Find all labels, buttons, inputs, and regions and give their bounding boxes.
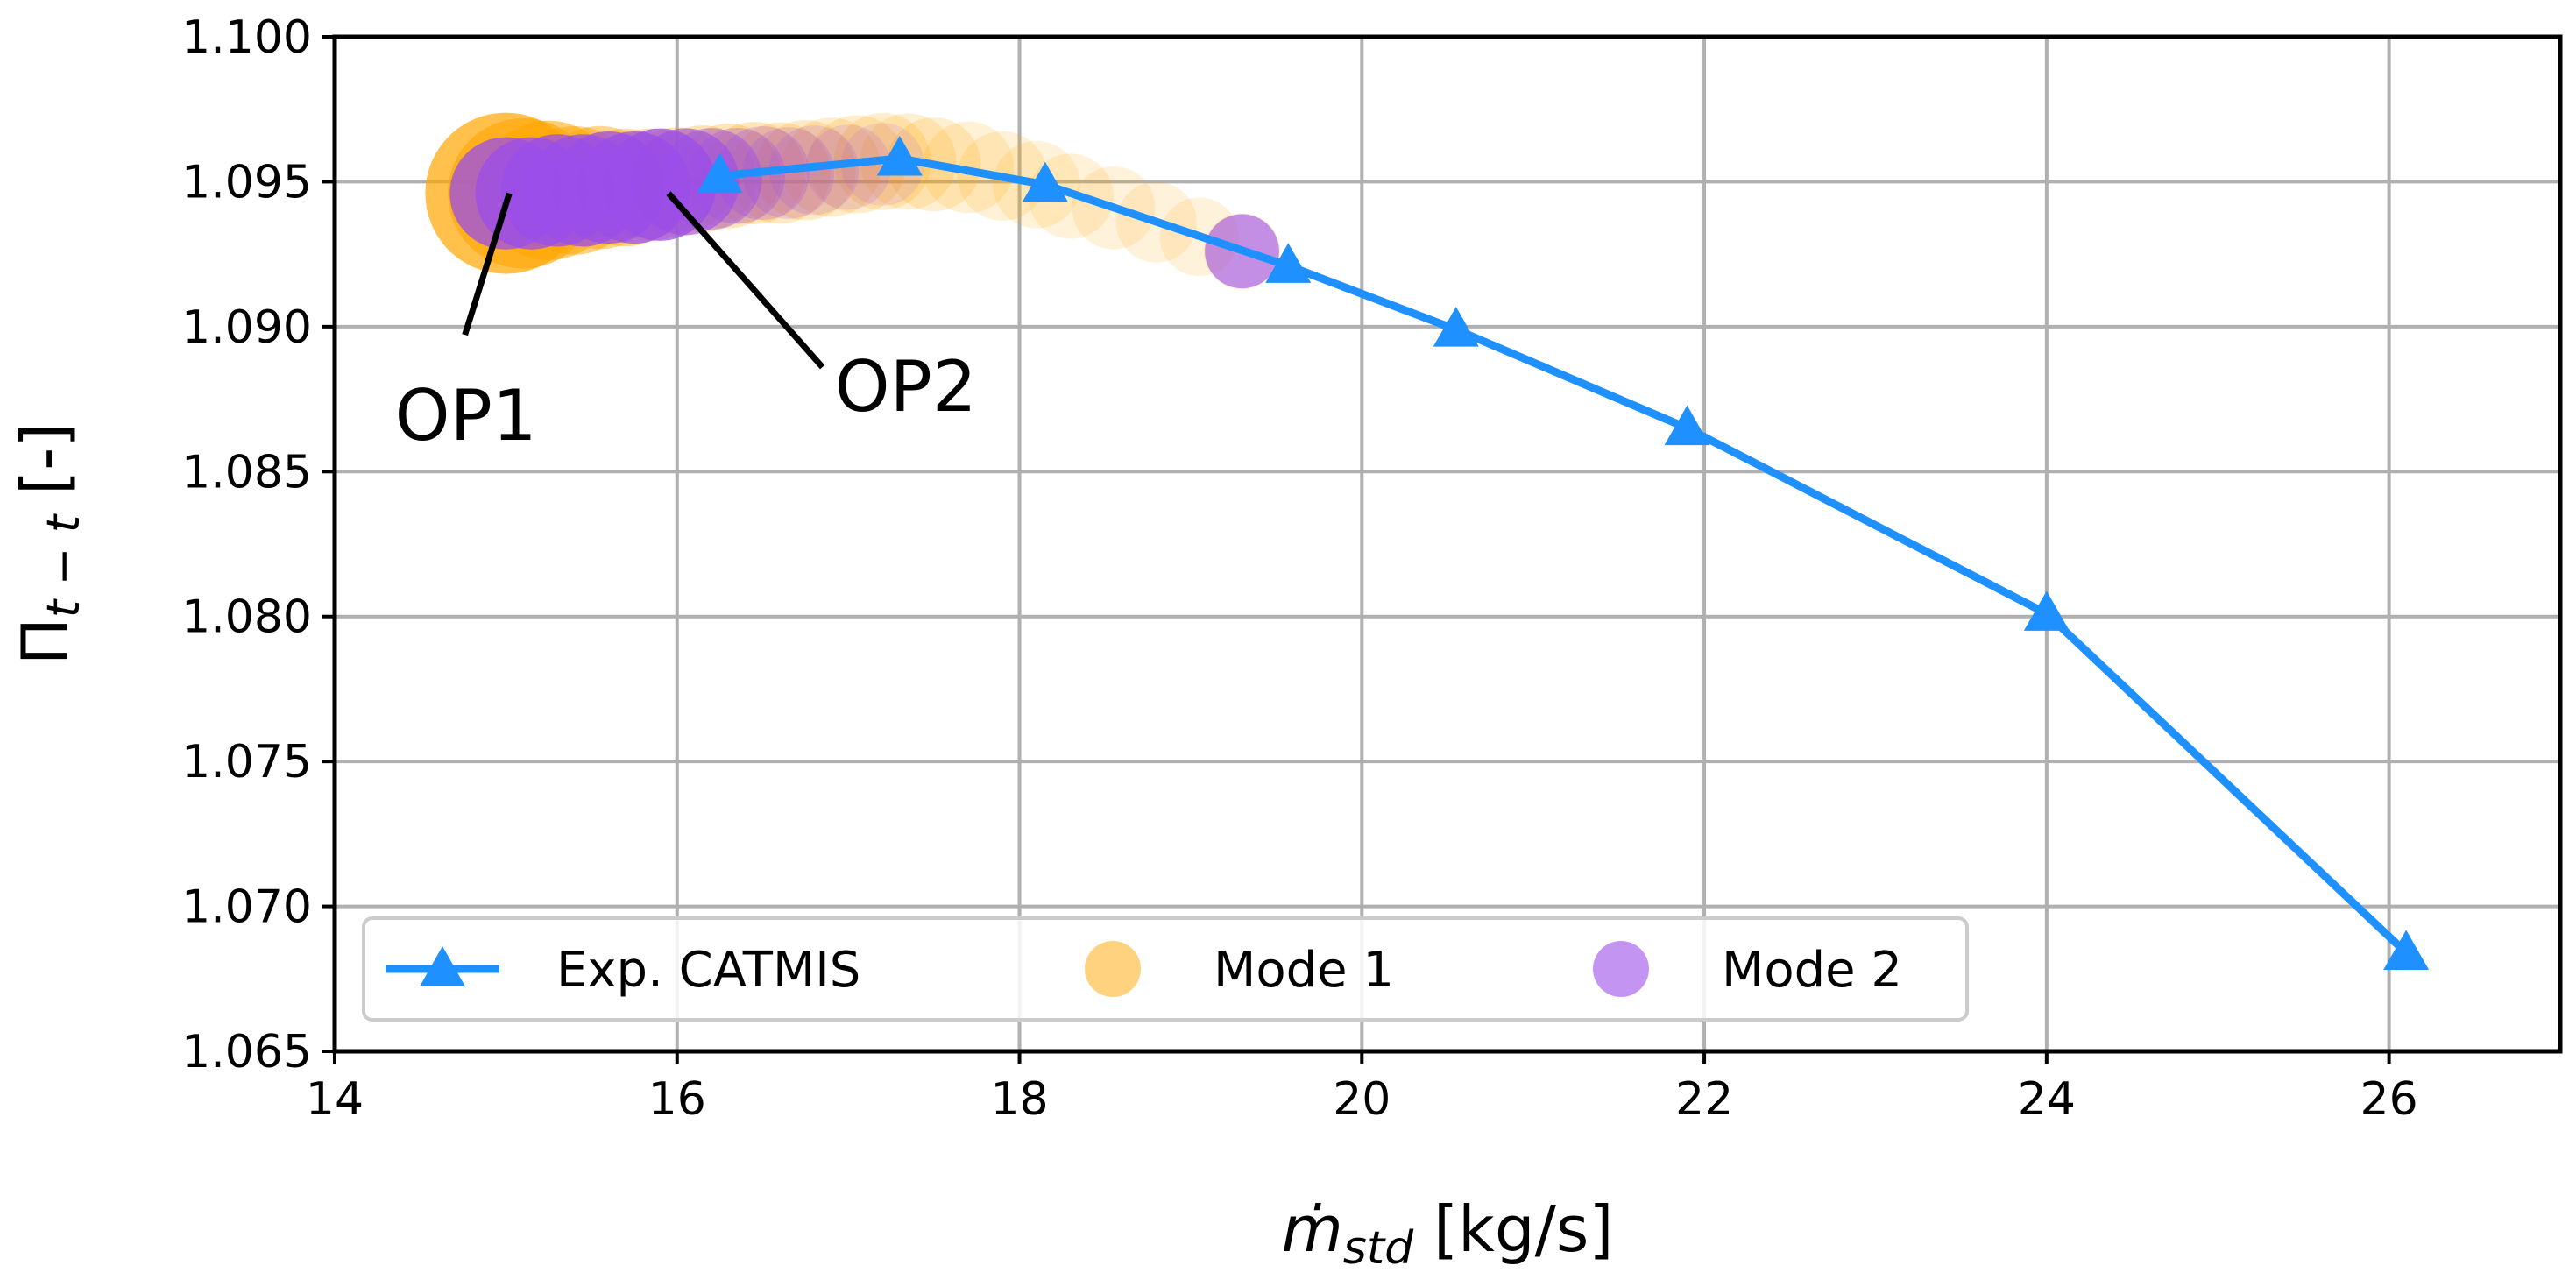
y-axis-label-main: Π xyxy=(8,618,81,665)
legend: Exp. CATMIS Mode 1 Mode 2 xyxy=(362,916,1969,1022)
y-tick-label: 1.065 xyxy=(181,1026,312,1078)
legend-box xyxy=(362,916,1969,1022)
triangle-marker xyxy=(697,152,743,194)
triangle-marker xyxy=(2023,590,2070,631)
annotations: OP1 OP2 xyxy=(395,191,977,456)
ticks: 14 16 18 20 22 24 26 1.065 1.070 1.075 1.080 1.085 1… xyxy=(181,11,2418,1126)
legend-marker-exp-catmis xyxy=(420,946,465,986)
y-tick-label: 1.085 xyxy=(181,446,312,499)
triangle-marker xyxy=(1664,405,1710,446)
y-tick-label: 1.090 xyxy=(181,301,312,354)
triangle-marker xyxy=(1265,243,1312,283)
y-axis-label-unit: [-] xyxy=(8,423,81,515)
y-tick-label: 1.100 xyxy=(181,11,312,64)
x-tick-label: 24 xyxy=(2018,1073,2076,1126)
x-axis-label-unit: [kg/s] xyxy=(1413,1192,1613,1266)
y-axis-label-sub: t − t xyxy=(38,513,90,618)
annotation-label-op2: OP2 xyxy=(835,346,977,428)
x-tick-label: 26 xyxy=(2360,1073,2418,1126)
x-tick-label: 20 xyxy=(1333,1073,1391,1126)
y-tick-label: 1.095 xyxy=(181,156,312,209)
triangle-marker xyxy=(2383,930,2430,971)
x-tick-label: 16 xyxy=(648,1073,706,1126)
annotation-label-op1: OP1 xyxy=(395,375,537,456)
y-axis-label: Πt − t [-] xyxy=(8,423,90,666)
annotation-line-op1 xyxy=(462,192,513,336)
legend-swatch-mode-2 xyxy=(1593,941,1649,997)
x-axis-label: ṁstd [kg/s] xyxy=(1282,1192,1614,1275)
legend-label-mode-1: Mode 1 xyxy=(1214,942,1394,999)
legend-label-mode-2: Mode 2 xyxy=(1722,942,1902,999)
exp-line xyxy=(697,135,2430,971)
x-tick-label: 14 xyxy=(306,1073,364,1126)
scatter-point-mode-2 xyxy=(632,128,740,236)
y-tick-label: 1.080 xyxy=(181,591,312,644)
annotation-line-op2 xyxy=(666,191,825,370)
legend-swatch-mode-1 xyxy=(1085,941,1141,997)
y-tick-label: 1.070 xyxy=(181,881,312,934)
x-tick-label: 22 xyxy=(1675,1073,1733,1126)
triangle-marker xyxy=(1022,161,1068,202)
triangle-marker xyxy=(876,135,923,176)
x-axis-label-sub: std xyxy=(1343,1222,1414,1275)
legend-label-exp-catmis: Exp. CATMIS xyxy=(556,942,860,999)
x-tick-label: 18 xyxy=(990,1073,1048,1126)
series-line-exp-catmis xyxy=(719,154,2410,956)
triangle-marker xyxy=(1433,307,1479,347)
y-tick-label: 1.075 xyxy=(181,736,312,788)
x-axis-label-main: ṁ xyxy=(1282,1192,1343,1266)
plot-frame xyxy=(332,34,2563,1054)
scatter-points xyxy=(425,112,1281,290)
